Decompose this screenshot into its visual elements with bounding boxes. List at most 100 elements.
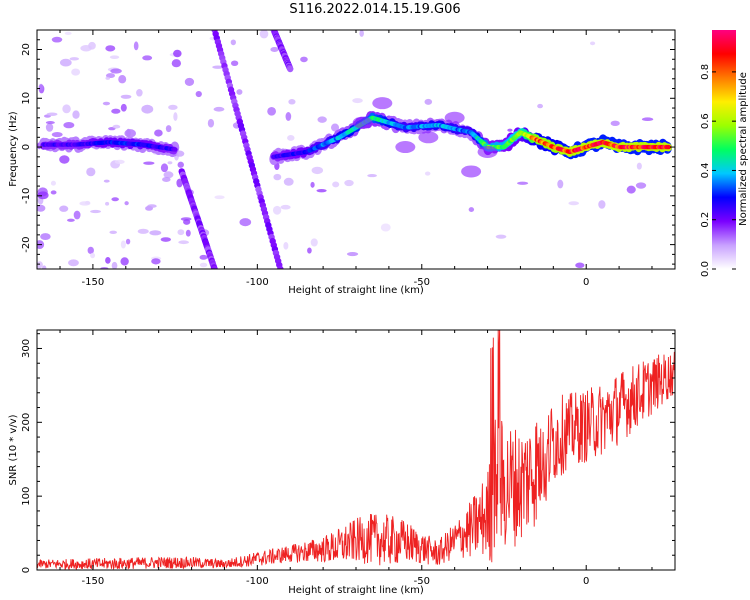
spectrogram-marks	[37, 30, 672, 269]
spectrogram-noise-cell	[636, 162, 642, 170]
spectrogram-noise-cell	[45, 121, 55, 125]
spectrogram-y-tick-label: 20	[21, 43, 32, 56]
spectrogram-noise-cell	[45, 123, 54, 132]
spectrogram-x-tick-label: 0	[583, 277, 589, 288]
spectrogram-noise-cell	[62, 104, 71, 114]
spectrogram-noise-cell	[424, 171, 431, 176]
spectrogram-noise-cell	[590, 41, 596, 46]
spectrogram-noise-cell	[51, 131, 63, 138]
spectrogram-noise-cell	[310, 238, 318, 247]
spectrogram-noise-cell	[280, 204, 291, 210]
spectrogram-noise-cell	[105, 201, 110, 206]
spectrogram-noise-cell	[110, 68, 122, 74]
spectrogram-noise-cell	[171, 59, 182, 68]
spectrogram-noise-cell	[125, 238, 131, 245]
spectrogram-noise-cell	[37, 204, 46, 212]
colorbar-tick-label: 0.8	[700, 64, 711, 80]
spectrogram-noise-cell	[537, 103, 543, 109]
spectrogram-noise-cell	[149, 230, 162, 236]
spectrogram-noise-cell	[359, 30, 364, 37]
spectrogram-lobe	[395, 141, 416, 154]
snr-y-tick-label: 0	[21, 567, 32, 573]
spectrogram-noise-cell	[120, 257, 129, 266]
spectrogram-noise-cell	[46, 112, 58, 116]
spectrogram-noise-cell	[168, 104, 178, 110]
colorbar-tick-label: 0.6	[700, 113, 711, 129]
spectrogram-noise-cell	[598, 200, 606, 209]
spectrogram-noise-cell	[112, 124, 121, 129]
spectrogram-noise-cell	[183, 219, 191, 225]
spectrogram-noise-cell	[270, 47, 279, 53]
spectrogram-noise-cell	[195, 90, 202, 98]
spectrogram-noise-cell	[352, 98, 363, 104]
spectrogram-noise-cell	[199, 262, 208, 268]
spectrogram-y-tick-label: -10	[21, 188, 32, 204]
spectrogram-noise-cell	[332, 181, 340, 188]
spectrogram-noise-cell	[51, 36, 63, 43]
spectrogram-noise-cell	[142, 55, 153, 61]
spectrogram-x-label: Height of straight line (km)	[288, 285, 424, 296]
spectrogram-noise-cell	[184, 77, 195, 86]
spectrogram-lobe	[461, 165, 482, 178]
spectrogram-noise-cell	[635, 182, 647, 189]
spectrogram-noise-cell	[641, 117, 654, 122]
spectrogram-noise-cell	[207, 118, 215, 128]
spectrogram-noise-cell	[37, 261, 43, 269]
page-title: S116.2022.014.15.19.G06	[289, 2, 461, 17]
spectrogram-noise-cell	[283, 177, 294, 186]
spectrogram-noise-cell	[80, 45, 92, 52]
spectrogram-noise-cell	[40, 233, 51, 241]
spectrogram-noise-cell	[37, 191, 49, 200]
spectrogram-noise-cell	[111, 108, 121, 114]
spectrogram-noise-cell	[90, 252, 96, 259]
spectrogram-noise-cell	[239, 218, 252, 227]
spectrogram-noise-cell	[317, 116, 327, 123]
spectrogram-x-axis: -150 -100 -50 0	[59, 30, 653, 288]
spectrogram-noise-cell	[124, 201, 129, 206]
spectrogram-x-tick-label: -100	[246, 277, 269, 288]
spectrogram-noise-cell	[310, 181, 315, 188]
spectrogram-noise-cell	[103, 179, 110, 183]
spectrogram-noise-cell	[147, 204, 157, 208]
spectrogram-noise-cell	[137, 228, 149, 234]
spectrogram-noise-cell	[424, 98, 433, 105]
colorbar-gradient	[712, 30, 736, 269]
spectrogram-noise-cell	[71, 68, 81, 76]
spectrogram-y-axis: -20 -10 0 10 20	[21, 29, 675, 265]
spectrogram-noise-cell	[178, 240, 190, 245]
spectrogram-noise-cell	[176, 178, 183, 188]
spectrogram-y-tick-label: -20	[21, 236, 32, 252]
spectrogram-noise-cell	[69, 57, 80, 61]
colorbar-ticks: 0.0 0.2 0.4 0.6 0.8	[700, 64, 736, 277]
snr-x-tick-label: -100	[246, 576, 269, 587]
spectrogram-noise-cell	[59, 155, 70, 164]
spectrogram-noise-cell	[272, 205, 282, 215]
spectrogram-y-tick-label: 0	[21, 144, 32, 150]
spectrogram-ridge-core	[665, 144, 672, 150]
spectrogram-noise-cell	[105, 76, 111, 80]
snr-y-tick-label: 100	[21, 487, 32, 506]
spectrogram-noise-cell	[118, 74, 127, 84]
spectrogram-noise-cell	[120, 240, 126, 249]
snr-y-label: SNR (10 * v/v)	[8, 414, 19, 485]
spectrogram-noise-cell	[126, 128, 131, 138]
spectrogram-noise-cell	[307, 247, 312, 254]
spectrogram-noise-cell	[63, 121, 75, 129]
spectrogram-noise-cell	[42, 265, 47, 269]
spectrogram-noise-cell	[517, 181, 529, 185]
spectrogram-noise-cell	[288, 99, 296, 105]
snr-x-tick-label: -150	[82, 576, 105, 587]
spectrogram-noise-cell	[102, 101, 111, 106]
spectrogram-noise-cell	[495, 234, 507, 239]
spectrogram-noise-cell	[380, 223, 391, 232]
spectrogram-noise-cell	[468, 207, 475, 212]
snr-x-tick-label: 0	[583, 576, 589, 587]
spectrogram-noise-cell	[67, 218, 75, 222]
snr-background	[37, 330, 675, 570]
spectrogram-lobe	[477, 145, 498, 158]
spectrogram-lobe	[352, 116, 373, 129]
spectrogram-noise-cell	[507, 128, 513, 132]
spectrogram-noise-cell	[72, 110, 80, 119]
spectrogram-noise-cell	[160, 237, 172, 242]
